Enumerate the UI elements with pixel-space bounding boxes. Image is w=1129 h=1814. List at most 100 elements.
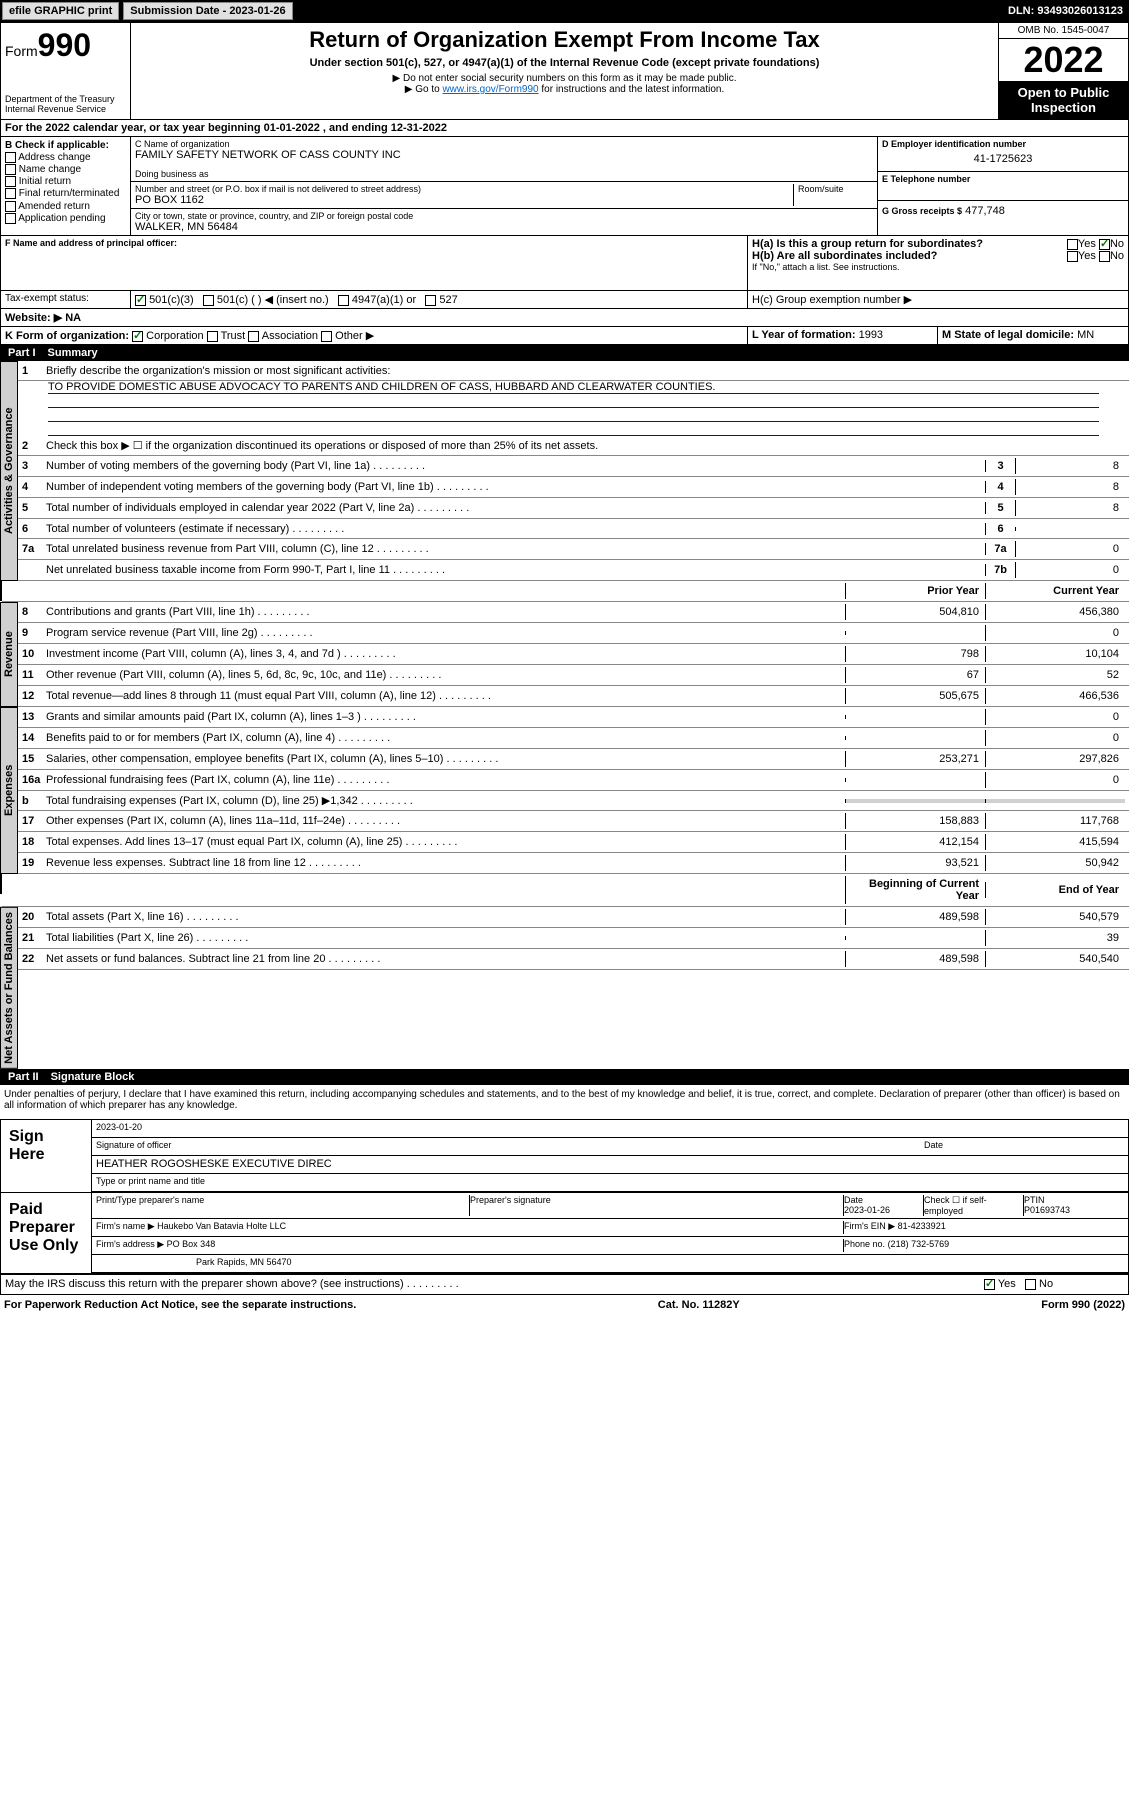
final-return-checkbox[interactable] [5,188,16,199]
firm-city: Park Rapids, MN 56470 [96,1257,292,1270]
table-row: 12Total revenue—add lines 8 through 11 (… [18,686,1129,707]
sig-date-value: 2023-01-20 [96,1122,1124,1135]
table-row: 15Salaries, other compensation, employee… [18,749,1129,770]
gross-label: G Gross receipts $ [882,206,962,216]
corp-checkbox[interactable] [132,331,143,342]
city-state-zip: WALKER, MN 56484 [135,221,873,233]
table-row: 13Grants and similar amounts paid (Part … [18,707,1129,728]
room-label: Room/suite [793,184,873,206]
period-text: For the 2022 calendar year, or tax year … [1,120,1128,136]
hb-label: H(b) Are all subordinates included? Yes … [752,250,1124,262]
discuss-label: May the IRS discuss this return with the… [5,1278,984,1290]
firm-ein: 81-4233921 [898,1221,946,1231]
firm-name: Haukebo Van Batavia Holte LLC [157,1221,286,1231]
part-i-header: Part ISummary [0,345,1129,361]
efile-button[interactable]: efile GRAPHIC print [2,2,119,20]
section-b: B Check if applicable: Address change Na… [1,137,131,235]
hb-note: If "No," attach a list. See instructions… [752,262,1124,272]
prior-year-header: Prior Year [845,583,985,599]
firm-phone: (218) 732-5769 [888,1239,950,1249]
declaration-text: Under penalties of perjury, I declare th… [0,1085,1129,1115]
note-ssn: ▶ Do not enter social security numbers o… [135,73,994,84]
irs-link[interactable]: www.irs.gov/Form990 [442,84,538,95]
name-change-checkbox[interactable] [5,164,16,175]
ha-no-checkbox[interactable] [1099,239,1110,250]
city-label: City or town, state or province, country… [135,211,873,221]
table-row: 10Investment income (Part VIII, column (… [18,644,1129,665]
table-row: 9Program service revenue (Part VIII, lin… [18,623,1129,644]
line1-label: Briefly describe the organization's miss… [46,365,1125,377]
table-row: 11Other revenue (Part VIII, column (A), … [18,665,1129,686]
table-row: bTotal fundraising expenses (Part IX, co… [18,791,1129,811]
table-row: 4Number of independent voting members of… [18,477,1129,498]
501c-checkbox[interactable] [203,295,214,306]
other-checkbox[interactable] [321,331,332,342]
app-pending-checkbox[interactable] [5,213,16,224]
table-row: 21Total liabilities (Part X, line 26)39 [18,928,1129,949]
527-checkbox[interactable] [425,295,436,306]
tab-revenue: Revenue [0,602,18,707]
phone-value [882,184,1124,198]
omb-label: OMB No. 1545-0047 [999,23,1128,39]
initial-return-checkbox[interactable] [5,176,16,187]
trust-checkbox[interactable] [207,331,218,342]
part-ii-header: Part IISignature Block [0,1069,1129,1085]
discuss-no-checkbox[interactable] [1025,1279,1036,1290]
table-row: 18Total expenses. Add lines 13–17 (must … [18,832,1129,853]
501c3-checkbox[interactable] [135,295,146,306]
table-row: 6Total number of volunteers (estimate if… [18,519,1129,539]
form-subtitle: Under section 501(c), 527, or 4947(a)(1)… [135,57,994,69]
submission-date-button[interactable]: Submission Date - 2023-01-26 [123,2,292,20]
irs-label: Internal Revenue Service [5,104,126,114]
ha-yes-checkbox[interactable] [1067,239,1078,250]
table-row: 16aProfessional fundraising fees (Part I… [18,770,1129,791]
paperwork-notice: For Paperwork Reduction Act Notice, see … [4,1299,356,1311]
type-name-label: Type or print name and title [96,1176,205,1189]
table-row: 7aTotal unrelated business revenue from … [18,539,1129,560]
officer-label: F Name and address of principal officer: [5,238,743,248]
hb-no-checkbox[interactable] [1099,251,1110,262]
ptin-value: P01693743 [1024,1205,1070,1215]
org-name: FAMILY SAFETY NETWORK OF CASS COUNTY INC [135,149,873,161]
4947-checkbox[interactable] [338,295,349,306]
year-formation: 1993 [859,329,883,341]
table-row: 5Total number of individuals employed in… [18,498,1129,519]
form-org-label: K Form of organization: [5,330,129,342]
table-row: 8Contributions and grants (Part VIII, li… [18,602,1129,623]
sig-officer-label: Signature of officer [96,1140,924,1153]
website-value: NA [65,312,81,324]
tax-year: 2022 [999,39,1128,81]
line2-text: Check this box ▶ ☐ if the organization d… [46,439,1125,452]
tab-expenses: Expenses [0,707,18,874]
hc-label: H(c) Group exemption number ▶ [748,291,1128,308]
check-self: Check ☐ if self-employed [924,1195,1024,1216]
cat-no: Cat. No. 11282Y [658,1299,740,1311]
addr-change-checkbox[interactable] [5,152,16,163]
form-title: Return of Organization Exempt From Incom… [135,27,994,53]
form-header: Form990 Department of the Treasury Inter… [0,22,1129,120]
prep-sig-label: Preparer's signature [470,1195,844,1216]
note-link: ▶ Go to www.irs.gov/Form990 for instruct… [135,84,994,95]
tab-netassets: Net Assets or Fund Balances [0,907,18,1069]
period-row: For the 2022 calendar year, or tax year … [0,120,1129,137]
dba-label: Doing business as [135,169,873,179]
table-row: 14Benefits paid to or for members (Part … [18,728,1129,749]
firm-address: PO Box 348 [167,1239,216,1249]
hb-yes-checkbox[interactable] [1067,251,1078,262]
dept-label: Department of the Treasury [5,94,126,104]
open-inspection: Open to Public Inspection [999,81,1128,119]
prep-name-label: Print/Type preparer's name [96,1195,470,1216]
page-footer: For Paperwork Reduction Act Notice, see … [0,1295,1129,1315]
amended-checkbox[interactable] [5,201,16,212]
mission-text: TO PROVIDE DOMESTIC ABUSE ADVOCACY TO PA… [48,381,1099,394]
table-row: 17Other expenses (Part IX, column (A), l… [18,811,1129,832]
assoc-checkbox[interactable] [248,331,259,342]
tax-exempt-label: Tax-exempt status: [1,291,131,308]
state-domicile: MN [1077,329,1094,341]
street-address: PO BOX 1162 [135,194,793,206]
org-name-label: C Name of organization [135,139,873,149]
discuss-yes-checkbox[interactable] [984,1279,995,1290]
form-ref: Form 990 (2022) [1041,1299,1125,1311]
officer-name: HEATHER ROGOSHESKE EXECUTIVE DIREC [96,1158,332,1171]
paid-preparer-label: Paid Preparer Use Only [1,1193,91,1273]
